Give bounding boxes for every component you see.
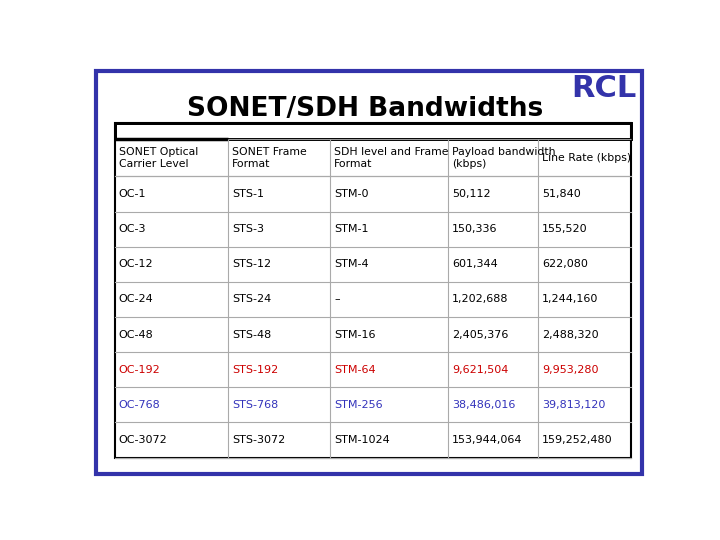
Text: 51,840: 51,840 — [542, 189, 580, 199]
Bar — [114, 123, 631, 457]
Text: STM-64: STM-64 — [334, 364, 376, 375]
Text: STS-768: STS-768 — [232, 400, 278, 410]
Text: STS-3: STS-3 — [232, 224, 264, 234]
Text: STS-192: STS-192 — [232, 364, 278, 375]
Text: OC-3072: OC-3072 — [119, 435, 168, 445]
Bar — [114, 123, 631, 139]
Text: STM-16: STM-16 — [334, 329, 376, 340]
Text: STM-4: STM-4 — [334, 259, 369, 269]
Text: 622,080: 622,080 — [542, 259, 588, 269]
Text: STS-3072: STS-3072 — [232, 435, 285, 445]
Text: 2,488,320: 2,488,320 — [542, 329, 598, 340]
Bar — [114, 123, 631, 457]
Text: 150,336: 150,336 — [452, 224, 498, 234]
Text: OC-24: OC-24 — [119, 294, 153, 305]
Text: 9,621,504: 9,621,504 — [452, 364, 508, 375]
Text: STM-256: STM-256 — [334, 400, 383, 410]
Text: 50,112: 50,112 — [452, 189, 490, 199]
Text: 159,252,480: 159,252,480 — [542, 435, 613, 445]
Text: OC-3: OC-3 — [119, 224, 146, 234]
Text: 2,405,376: 2,405,376 — [452, 329, 508, 340]
Text: OC-768: OC-768 — [119, 400, 161, 410]
Text: 38,486,016: 38,486,016 — [452, 400, 516, 410]
Text: OC-12: OC-12 — [119, 259, 153, 269]
Text: SONET Optical
Carrier Level: SONET Optical Carrier Level — [119, 147, 198, 169]
Text: 1,202,688: 1,202,688 — [452, 294, 508, 305]
Text: 601,344: 601,344 — [452, 259, 498, 269]
Text: 9,953,280: 9,953,280 — [542, 364, 598, 375]
Text: STM-0: STM-0 — [334, 189, 369, 199]
Text: Line Rate (kbps): Line Rate (kbps) — [542, 153, 631, 163]
Text: SDH level and Frame
Format: SDH level and Frame Format — [334, 147, 449, 169]
Text: –: – — [334, 294, 340, 305]
Text: STS-12: STS-12 — [232, 259, 271, 269]
Text: 1,244,160: 1,244,160 — [542, 294, 598, 305]
Bar — [114, 123, 631, 139]
Text: OC-48: OC-48 — [119, 329, 153, 340]
Text: STS-1: STS-1 — [232, 189, 264, 199]
Text: STM-1: STM-1 — [334, 224, 369, 234]
Text: SONET Frame
Format: SONET Frame Format — [232, 147, 307, 169]
Text: OC-1: OC-1 — [119, 189, 146, 199]
Text: STM-1024: STM-1024 — [334, 435, 390, 445]
Text: STS-24: STS-24 — [232, 294, 271, 305]
Text: RCL: RCL — [571, 74, 636, 103]
Text: 39,813,120: 39,813,120 — [542, 400, 606, 410]
Text: 153,944,064: 153,944,064 — [452, 435, 523, 445]
Text: 155,520: 155,520 — [542, 224, 588, 234]
Text: STS-48: STS-48 — [232, 329, 271, 340]
Text: SONET/SDH Bandwidths: SONET/SDH Bandwidths — [187, 96, 544, 122]
Text: Payload bandwidth
(kbps): Payload bandwidth (kbps) — [452, 147, 555, 169]
Text: OC-192: OC-192 — [119, 364, 161, 375]
